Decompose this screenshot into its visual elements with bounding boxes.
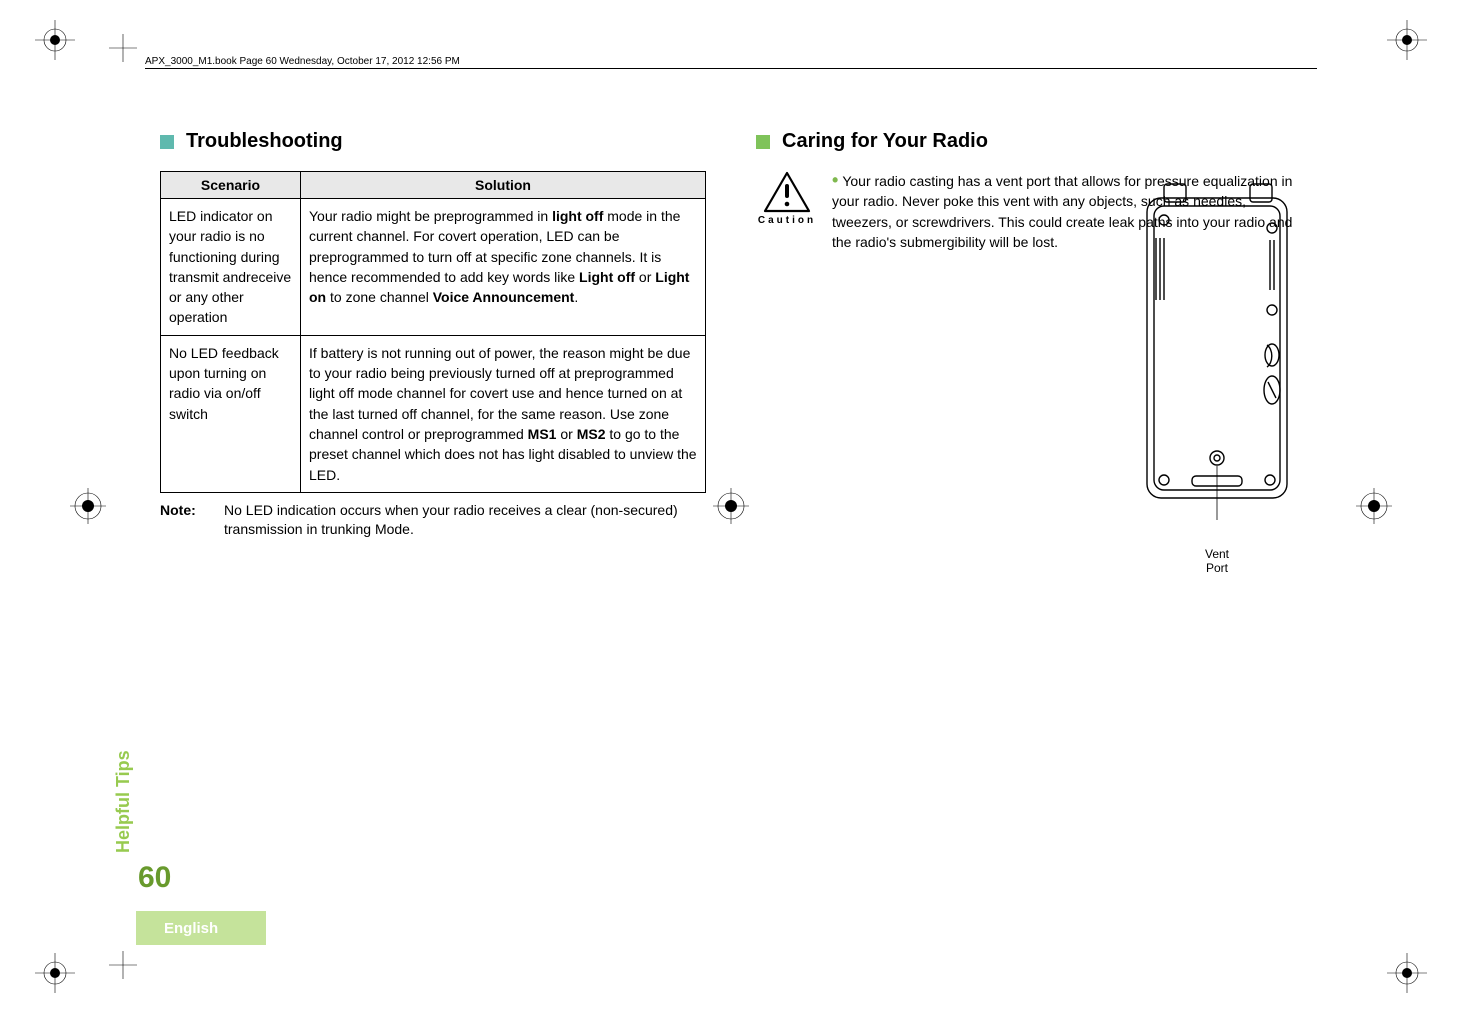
crop-corner-icon: [105, 947, 141, 983]
caution-icon: Caution: [756, 171, 818, 226]
section-title: Troubleshooting: [186, 130, 343, 153]
section-title: Caring for Your Radio: [782, 130, 988, 153]
table-header-row: Scenario Solution: [161, 172, 706, 199]
section-header-troubleshooting: Troubleshooting: [160, 130, 706, 153]
table-header-scenario: Scenario: [161, 172, 301, 199]
sidebar-tab-label: Helpful Tips: [113, 750, 134, 853]
crop-target-icon: [70, 488, 106, 524]
table-cell-scenario: No LED feedback upon turning on radio vi…: [161, 335, 301, 492]
registration-mark-icon: [1387, 953, 1427, 993]
registration-mark-icon: [1387, 20, 1427, 60]
left-column: Helpful Tips 60 English Troubleshooting …: [160, 130, 706, 933]
table-cell-scenario: LED indicator on your radio is no functi…: [161, 199, 301, 336]
language-badge: English: [136, 911, 266, 945]
running-header: APX_3000_M1.book Page 60 Wednesday, Octo…: [145, 56, 1317, 69]
note-block: Note: No LED indication occurs when your…: [160, 501, 706, 540]
note-text: No LED indication occurs when your radio…: [224, 501, 706, 540]
vent-port-label: Vent Port: [1122, 547, 1312, 576]
page-number: 60: [138, 861, 171, 895]
table-cell-solution: Your radio might be preprogrammed in lig…: [301, 199, 706, 336]
table-cell-solution: If battery is not running out of power, …: [301, 335, 706, 492]
section-bullet-icon: [756, 135, 770, 149]
table-row: No LED feedback upon turning on radio vi…: [161, 335, 706, 492]
page-content: Helpful Tips 60 English Troubleshooting …: [160, 130, 1302, 933]
right-column: Caring for Your Radio Caution •Your radi…: [756, 130, 1302, 933]
crop-corner-icon: [105, 30, 141, 66]
registration-mark-icon: [35, 20, 75, 60]
caution-label: Caution: [756, 215, 818, 226]
crop-target-icon: [1356, 488, 1392, 524]
table-header-solution: Solution: [301, 172, 706, 199]
troubleshooting-table: Scenario Solution LED indicator on your …: [160, 171, 706, 493]
section-header-caring: Caring for Your Radio: [756, 130, 1302, 153]
bullet-icon: •: [832, 170, 838, 190]
radio-diagram: Vent Port: [1122, 180, 1312, 576]
note-label: Note:: [160, 501, 210, 540]
table-row: LED indicator on your radio is no functi…: [161, 199, 706, 336]
registration-mark-icon: [35, 953, 75, 993]
section-bullet-icon: [160, 135, 174, 149]
